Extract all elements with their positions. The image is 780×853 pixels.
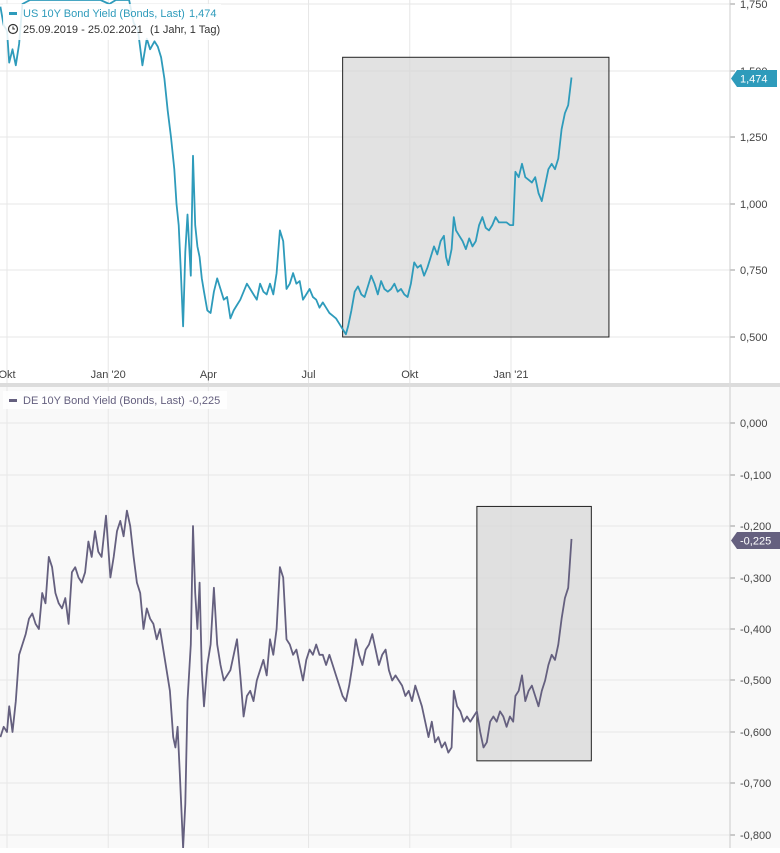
y-tick-label: 0,000 bbox=[740, 418, 768, 430]
de-series-title: DE 10Y Bond Yield (Bonds, Last) bbox=[23, 395, 185, 407]
y-tick-label: -0,800 bbox=[740, 830, 771, 842]
y-tick-label: 1,000 bbox=[740, 199, 768, 211]
period-label: (1 Jahr, 1 Tag) bbox=[150, 24, 220, 36]
bottom-legend-background bbox=[3, 391, 227, 409]
bottom-plot-background bbox=[0, 387, 780, 848]
us-last-value-badge: 1,474 bbox=[731, 70, 777, 87]
clock-icon bbox=[7, 23, 19, 35]
y-tick-label: -0,200 bbox=[740, 521, 771, 533]
x-tick-label: Apr bbox=[200, 369, 217, 381]
date-range: 25.09.2019 - 25.02.2021 bbox=[23, 24, 143, 36]
de-series-last-value: -0,225 bbox=[189, 395, 220, 407]
y-tick-label: -0,700 bbox=[740, 778, 771, 790]
y-tick-label: 1,750 bbox=[740, 0, 768, 11]
y-tick-label: -0,500 bbox=[740, 675, 771, 687]
panel-divider[interactable] bbox=[0, 383, 780, 387]
de-highlight-box[interactable] bbox=[476, 505, 592, 762]
y-tick-label: -0,400 bbox=[740, 624, 771, 636]
y-tick-label: -0,600 bbox=[740, 727, 771, 739]
us-series-line[interactable] bbox=[0, 0, 573, 336]
top-legend-background bbox=[3, 4, 221, 40]
x-tick-label: Okt bbox=[0, 369, 16, 381]
x-tick-label: Okt bbox=[401, 369, 418, 381]
de-badge-text: -0,225 bbox=[740, 536, 771, 548]
y-tick-label: -0,300 bbox=[740, 573, 771, 585]
y-tick-label: 1,250 bbox=[740, 132, 768, 144]
de-series-swatch bbox=[9, 399, 17, 402]
us-badge-text: 1,474 bbox=[740, 74, 768, 86]
y-tick-label: 0,750 bbox=[740, 265, 768, 277]
x-tick-label: Jul bbox=[301, 369, 315, 381]
us-series-last-value: 1,474 bbox=[189, 8, 217, 20]
y-tick-label: -0,100 bbox=[740, 470, 771, 482]
us-series-swatch bbox=[9, 12, 17, 15]
y-tick-label: 0,500 bbox=[740, 332, 768, 344]
de-last-value-badge: -0,225 bbox=[731, 532, 780, 549]
x-tick-label: Jan '20 bbox=[91, 369, 126, 381]
us-series-title: US 10Y Bond Yield (Bonds, Last) bbox=[23, 8, 185, 20]
x-tick-label: Jan '21 bbox=[493, 369, 528, 381]
de-series-line[interactable] bbox=[0, 509, 573, 849]
